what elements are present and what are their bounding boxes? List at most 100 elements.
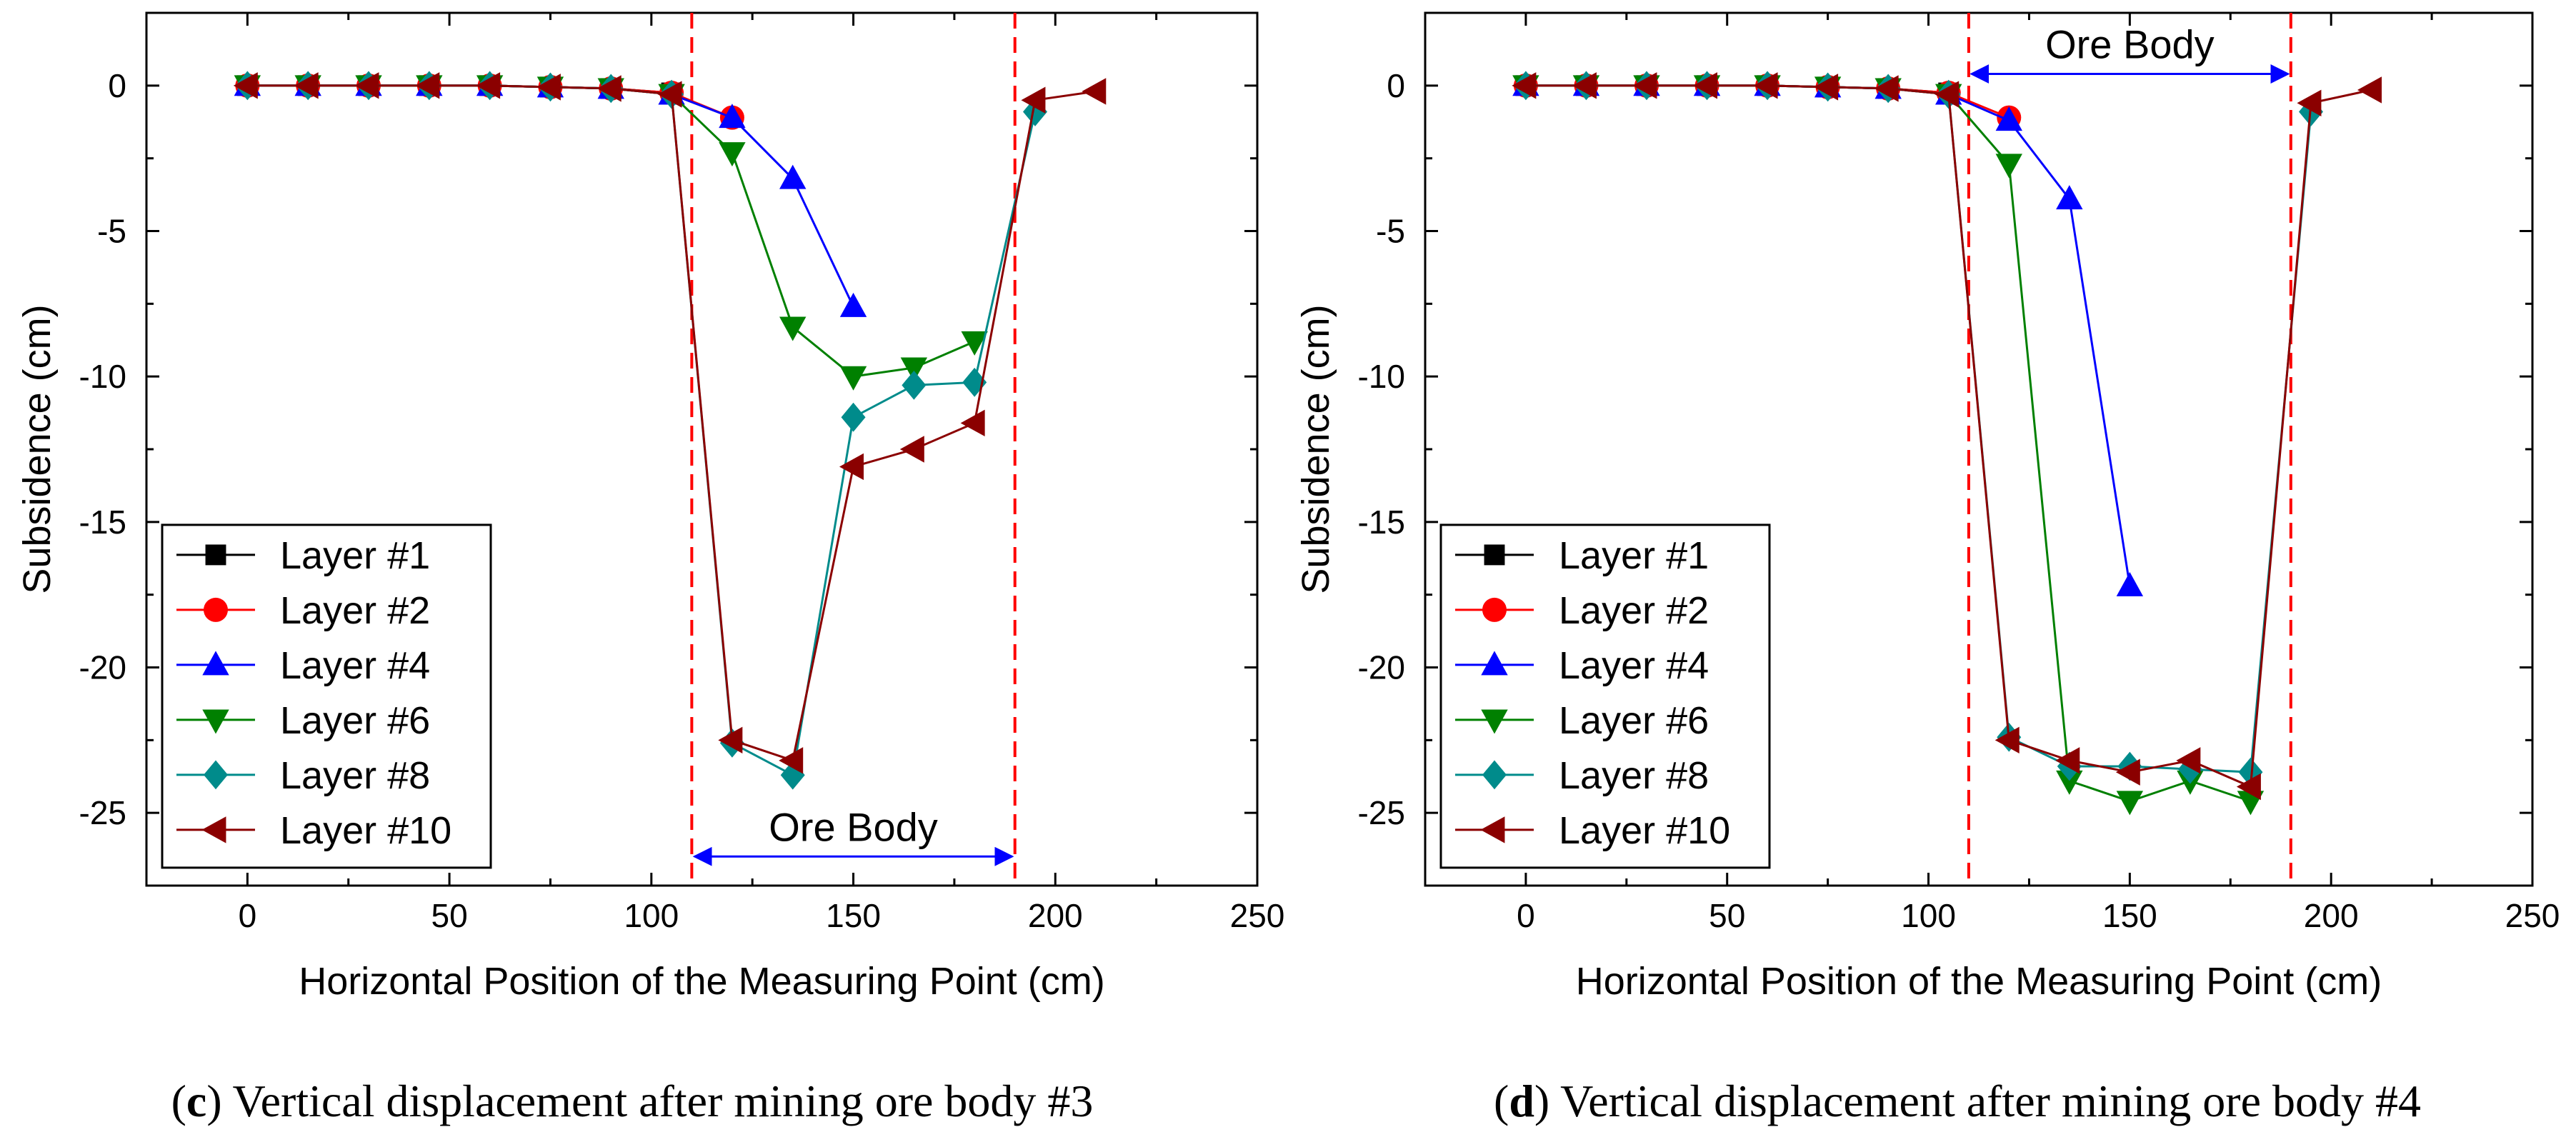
legend-box bbox=[1439, 524, 1771, 869]
data-point-6 bbox=[960, 409, 985, 437]
legend-label: Layer #4 bbox=[280, 644, 430, 687]
data-point-6 bbox=[354, 72, 379, 99]
legend-marker bbox=[1484, 544, 1505, 566]
data-point-6 bbox=[1753, 72, 1778, 99]
y-tick-label: -15 bbox=[1358, 504, 1405, 541]
legend-marker bbox=[1481, 709, 1508, 734]
data-point-6 bbox=[1632, 72, 1657, 99]
series-line-3 bbox=[247, 84, 854, 308]
x-tick-label: 150 bbox=[2102, 897, 2157, 934]
data-point-6 bbox=[718, 726, 743, 754]
x-tick-label: 150 bbox=[826, 897, 881, 934]
y-axis-label: Subsidence (cm) bbox=[1294, 304, 1337, 593]
data-point-6 bbox=[1995, 726, 2020, 754]
x-tick-label: 250 bbox=[2505, 897, 2560, 934]
legend-label: Layer #10 bbox=[1559, 809, 1730, 852]
data-point-6 bbox=[1692, 72, 1717, 99]
y-tick-label: 0 bbox=[1387, 67, 1405, 104]
x-tick-label: 0 bbox=[1517, 897, 1535, 934]
data-point-6 bbox=[1935, 81, 1960, 108]
chart-panel-d: 0 50 100 150 200 250 0 -5 -10 -15 -20 -25 Horizontal… bbox=[1294, 11, 2560, 1003]
data-point-6 bbox=[1512, 72, 1537, 99]
chart-panel-c: 0 50 100 150 200 250 0 -5 -10 -15 -20 -25 Horizontal… bbox=[16, 11, 1285, 1003]
legend-label: Layer #10 bbox=[280, 809, 451, 852]
data-point-5 bbox=[2238, 757, 2263, 787]
data-point-6 bbox=[2236, 773, 2261, 801]
legend-marker bbox=[202, 709, 229, 734]
legend-label: Layer #2 bbox=[280, 589, 430, 632]
data-point-6 bbox=[1814, 74, 1839, 101]
x-tick-label: 100 bbox=[624, 897, 679, 934]
caption-d: (d) Vertical displacement after mining o… bbox=[1494, 1076, 2421, 1126]
data-point-6 bbox=[2297, 89, 2322, 116]
data-point-3 bbox=[1995, 106, 2022, 131]
ore-body-label: Ore Body bbox=[769, 804, 938, 849]
data-point-4 bbox=[779, 316, 807, 341]
x-axis-label: Horizontal Position of the Measuring Poi… bbox=[1576, 960, 2382, 1003]
y-tick-label: -20 bbox=[79, 649, 126, 686]
data-point-6 bbox=[476, 72, 501, 99]
y-tick-label: -15 bbox=[79, 504, 126, 541]
y-tick-label: -5 bbox=[1376, 213, 1405, 250]
x-tick-label: 250 bbox=[1230, 897, 1285, 934]
legend-box bbox=[161, 524, 492, 869]
data-point-3 bbox=[779, 164, 807, 189]
legend-label: Layer #1 bbox=[280, 534, 430, 577]
legend-marker bbox=[201, 816, 226, 843]
data-point-4 bbox=[961, 331, 988, 356]
caption-c-letter: c bbox=[186, 1076, 206, 1126]
caption-d-text: Vertical displacement after mining ore b… bbox=[1549, 1076, 2421, 1126]
x-tick-label: 100 bbox=[1901, 897, 1956, 934]
legend-label: Layer #8 bbox=[1559, 754, 1709, 797]
legend-label: Layer #1 bbox=[1559, 534, 1709, 577]
data-point-6 bbox=[1572, 72, 1597, 99]
legend-label: Layer #6 bbox=[1559, 699, 1709, 742]
data-point-4 bbox=[719, 142, 746, 167]
legend-label: Layer #4 bbox=[1559, 644, 1709, 687]
data-point-5 bbox=[902, 370, 927, 400]
data-point-6 bbox=[596, 75, 621, 102]
data-point-6 bbox=[2176, 747, 2201, 774]
data-point-4 bbox=[2116, 791, 2144, 816]
legend-label: Layer #8 bbox=[280, 754, 430, 797]
data-point-6 bbox=[1082, 78, 1107, 105]
data-point-4 bbox=[900, 357, 928, 382]
data-point-6 bbox=[657, 81, 682, 108]
data-point-5 bbox=[841, 402, 866, 432]
x-tick-label: 0 bbox=[239, 897, 257, 934]
x-tick-label: 50 bbox=[1709, 897, 1745, 934]
series-line-3 bbox=[1525, 84, 2131, 586]
data-point-4 bbox=[839, 366, 867, 391]
data-point-6 bbox=[233, 72, 258, 99]
data-point-6 bbox=[1021, 86, 1046, 114]
data-point-6 bbox=[294, 72, 319, 99]
y-tick-label: -10 bbox=[79, 358, 126, 395]
legend-marker bbox=[1482, 597, 1507, 622]
data-point-4 bbox=[2056, 770, 2083, 795]
data-point-6 bbox=[779, 747, 804, 774]
data-point-5 bbox=[780, 760, 805, 790]
series-line-4 bbox=[247, 84, 975, 378]
legend-label: Layer #6 bbox=[280, 699, 430, 742]
data-point-6 bbox=[536, 74, 561, 101]
x-tick-label: 200 bbox=[1028, 897, 1083, 934]
legend-marker bbox=[1481, 651, 1508, 676]
data-point-6 bbox=[415, 72, 440, 99]
y-tick-label: -20 bbox=[1358, 649, 1405, 686]
x-axis-label: Horizontal Position of the Measuring Poi… bbox=[299, 960, 1105, 1003]
caption-c-text: Vertical displacement after mining ore b… bbox=[222, 1076, 1094, 1126]
y-tick-label: -5 bbox=[97, 213, 126, 250]
y-tick-label: -25 bbox=[79, 794, 126, 831]
data-point-6 bbox=[839, 453, 864, 481]
data-point-3 bbox=[2116, 571, 2144, 596]
y-tick-label: 0 bbox=[108, 67, 126, 104]
data-point-3 bbox=[2056, 185, 2083, 210]
legend-marker bbox=[1482, 760, 1507, 790]
data-point-6 bbox=[1874, 75, 1899, 102]
caption-c: (c) Vertical displacement after mining o… bbox=[171, 1076, 1094, 1126]
caption-d-letter: d bbox=[1509, 1076, 1534, 1126]
legend-marker bbox=[204, 760, 228, 790]
legend-marker bbox=[205, 544, 226, 566]
ore-body-label: Ore Body bbox=[2045, 22, 2215, 67]
